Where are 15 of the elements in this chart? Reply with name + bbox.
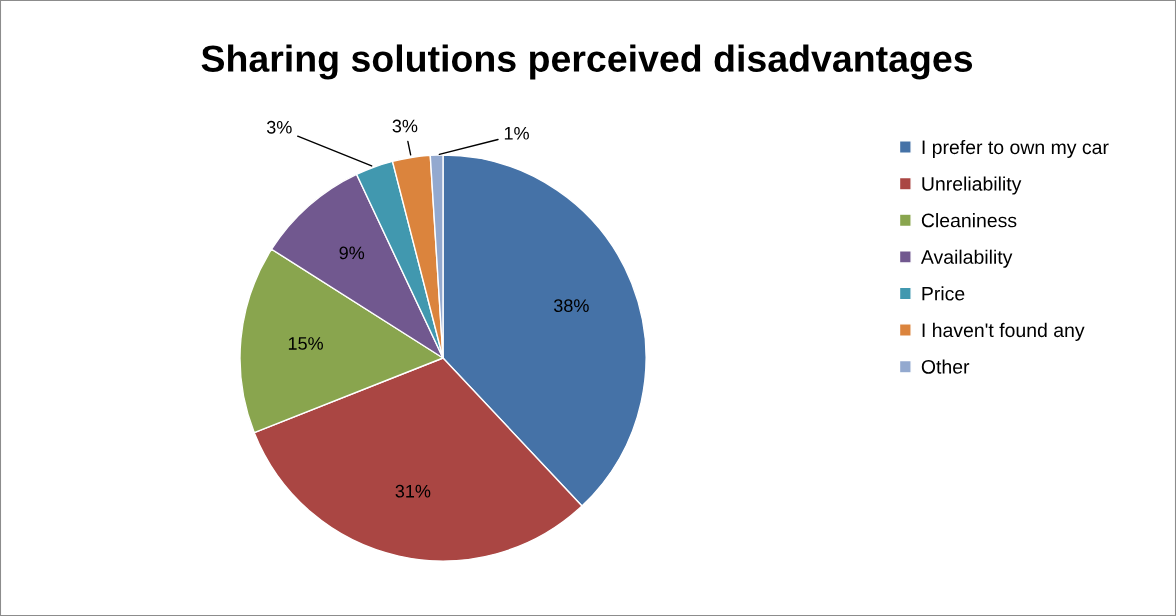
data-label: 1% bbox=[504, 126, 529, 140]
data-label: 9% bbox=[339, 246, 365, 260]
chart-title: Sharing solutions perceived disadvantages bbox=[201, 44, 973, 80]
data-label: 15% bbox=[288, 337, 323, 350]
data-label: 31% bbox=[395, 484, 431, 498]
legend-label: I haven't found any bbox=[922, 322, 1085, 341]
legend-label: Cleaniness bbox=[921, 213, 1017, 228]
legend-label: Unreliability bbox=[922, 176, 1022, 195]
legend-label: I prefer to own my car bbox=[922, 139, 1109, 158]
legend-label: Availability bbox=[920, 249, 1013, 268]
data-label: 3% bbox=[266, 120, 292, 134]
legend-label: Other bbox=[921, 359, 970, 374]
legend-label: Price bbox=[922, 286, 965, 301]
data-label: 3% bbox=[392, 119, 418, 133]
data-label: 38% bbox=[553, 299, 589, 313]
